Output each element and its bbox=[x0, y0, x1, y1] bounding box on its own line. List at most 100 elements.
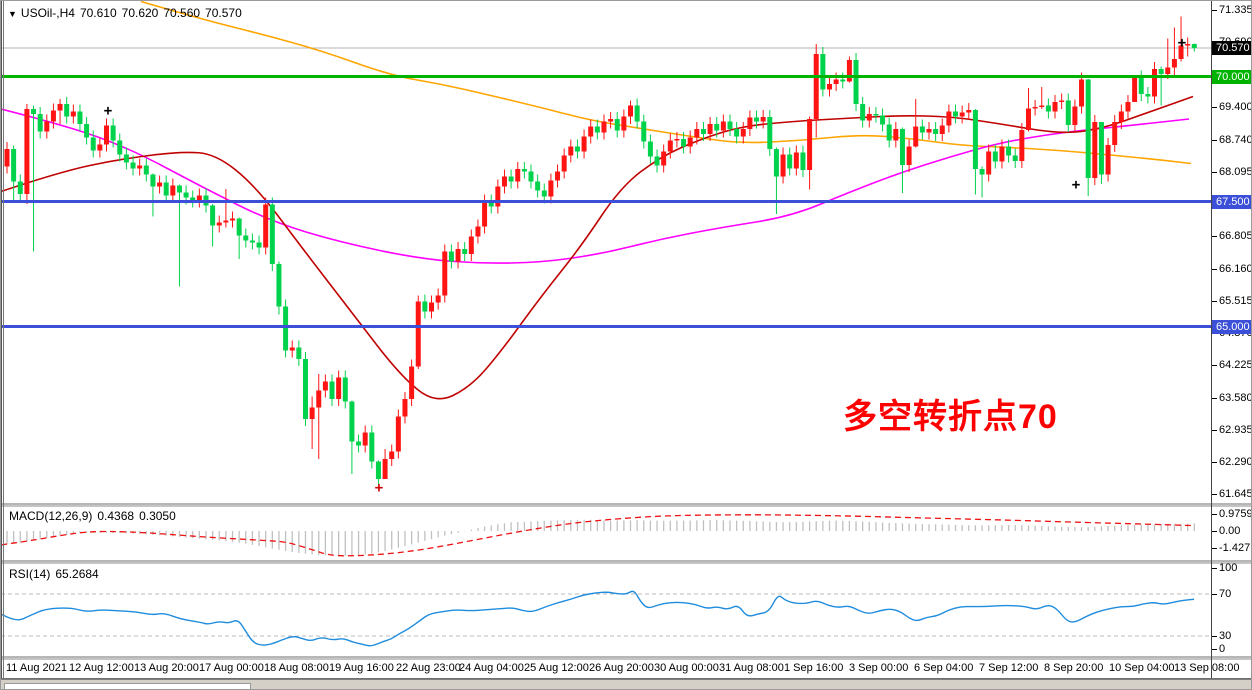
candle-down bbox=[820, 54, 826, 90]
candle-up bbox=[336, 377, 342, 399]
cross-marker[interactable]: + bbox=[104, 103, 112, 119]
candle-up bbox=[1178, 45, 1184, 59]
price-tick-dash bbox=[1212, 236, 1217, 238]
candle-up bbox=[482, 201, 488, 227]
candle-down bbox=[840, 79, 846, 82]
candle-up bbox=[893, 129, 899, 141]
candle-up bbox=[475, 226, 481, 237]
macd-value-main: 0.4368 bbox=[97, 509, 135, 523]
candle-up bbox=[720, 121, 726, 131]
candle-up bbox=[515, 169, 521, 182]
candle-up bbox=[442, 251, 448, 296]
candle-up bbox=[1185, 44, 1191, 46]
rsi-value: 65.2684 bbox=[55, 567, 99, 581]
candle-down bbox=[647, 141, 653, 157]
candle-up bbox=[157, 182, 163, 187]
candle-up bbox=[1019, 130, 1025, 161]
price-tick-label: 62.290 bbox=[1219, 456, 1252, 468]
candle-down bbox=[574, 146, 580, 152]
cross-marker[interactable]: + bbox=[1072, 177, 1080, 193]
candle-down bbox=[17, 181, 23, 194]
candle-down bbox=[853, 60, 859, 104]
rsi-panel[interactable] bbox=[1, 590, 1211, 647]
candle-up bbox=[747, 117, 753, 129]
candle-down bbox=[1138, 77, 1144, 94]
candle-up bbox=[833, 79, 839, 84]
candle-down bbox=[163, 182, 169, 196]
candle-up bbox=[601, 121, 607, 133]
rsi-tick-dash bbox=[1212, 594, 1217, 595]
candle-down bbox=[992, 151, 998, 162]
time-label: 1 Sep 16:00 bbox=[784, 662, 844, 674]
candle-up bbox=[926, 129, 932, 133]
candle-down bbox=[356, 441, 362, 446]
collapse-triangle-icon[interactable]: ▼ bbox=[8, 9, 17, 19]
price-tick-dash bbox=[1212, 462, 1217, 463]
candle-down bbox=[860, 104, 866, 121]
rsi-tick-dash bbox=[1212, 636, 1217, 637]
candle-up bbox=[263, 204, 269, 248]
candle-up bbox=[429, 302, 435, 312]
candle-up bbox=[906, 146, 912, 165]
candle-up bbox=[866, 114, 872, 121]
time-label: 18 Aug 08:00 bbox=[264, 662, 329, 674]
time-label: 31 Aug 08:00 bbox=[719, 662, 784, 674]
main-price-panel[interactable]: + + + + bbox=[1, 1, 1211, 497]
macd-signal-line bbox=[1, 514, 1194, 557]
price-tick-dash bbox=[1212, 397, 1217, 399]
candle-up bbox=[813, 54, 819, 119]
candle-up bbox=[97, 144, 103, 151]
candle-up bbox=[1165, 67, 1171, 74]
candle-up bbox=[455, 249, 461, 262]
candle-down bbox=[528, 171, 534, 182]
candle-up bbox=[44, 121, 50, 132]
price-badge-70.570: 70.570 bbox=[1212, 41, 1251, 55]
candle-up bbox=[468, 236, 474, 254]
candle-up bbox=[661, 151, 667, 166]
cross-marker[interactable]: + bbox=[1178, 35, 1186, 51]
candle-up bbox=[316, 390, 322, 408]
price-tick-label: 69.400 bbox=[1219, 100, 1252, 113]
price-tick-dash bbox=[1212, 9, 1217, 11]
time-label: 30 Aug 00:00 bbox=[654, 662, 719, 674]
price-tick-label: 62.935 bbox=[1219, 423, 1252, 436]
candle-down bbox=[276, 264, 282, 307]
candle-down bbox=[236, 218, 242, 236]
price-tick-dash bbox=[1212, 171, 1217, 173]
time-label: 17 Aug 00:00 bbox=[199, 662, 264, 674]
candle-up bbox=[137, 165, 143, 169]
candle-up bbox=[170, 185, 176, 196]
candle-up bbox=[707, 124, 713, 134]
macd-value-signal: 0.3050 bbox=[139, 509, 176, 523]
candle-down bbox=[130, 162, 136, 169]
time-label: 24 Aug 04:00 bbox=[459, 662, 524, 674]
price-tick-dash bbox=[1212, 333, 1217, 334]
candle-down bbox=[283, 306, 289, 351]
candle-down bbox=[190, 197, 196, 201]
candle-up bbox=[1125, 102, 1131, 112]
cross-marker[interactable]: + bbox=[375, 480, 383, 496]
candle-down bbox=[369, 432, 375, 462]
candle-down bbox=[681, 139, 687, 147]
candle-down bbox=[1098, 122, 1104, 175]
candle-down bbox=[734, 129, 740, 137]
candle-up bbox=[561, 155, 567, 172]
chinese-annotation-text[interactable]: 多空转折点70 bbox=[843, 398, 1058, 436]
candle-down bbox=[342, 377, 348, 402]
candle-down bbox=[64, 104, 70, 117]
candle-down bbox=[880, 115, 886, 125]
candle-up bbox=[501, 176, 507, 187]
price-tick-dash bbox=[1212, 268, 1217, 270]
time-label: 25 Aug 12:00 bbox=[524, 662, 589, 674]
candle-up bbox=[667, 140, 673, 152]
candle-down bbox=[90, 137, 96, 151]
candle-up bbox=[289, 347, 295, 351]
candle-up bbox=[1105, 145, 1111, 175]
macd-panel[interactable] bbox=[1, 514, 1195, 557]
status-bar bbox=[1, 679, 1251, 689]
candle-down bbox=[329, 381, 335, 399]
time-label: 6 Sep 04:00 bbox=[914, 662, 974, 674]
candle-up bbox=[57, 104, 63, 111]
candle-down bbox=[422, 301, 428, 312]
